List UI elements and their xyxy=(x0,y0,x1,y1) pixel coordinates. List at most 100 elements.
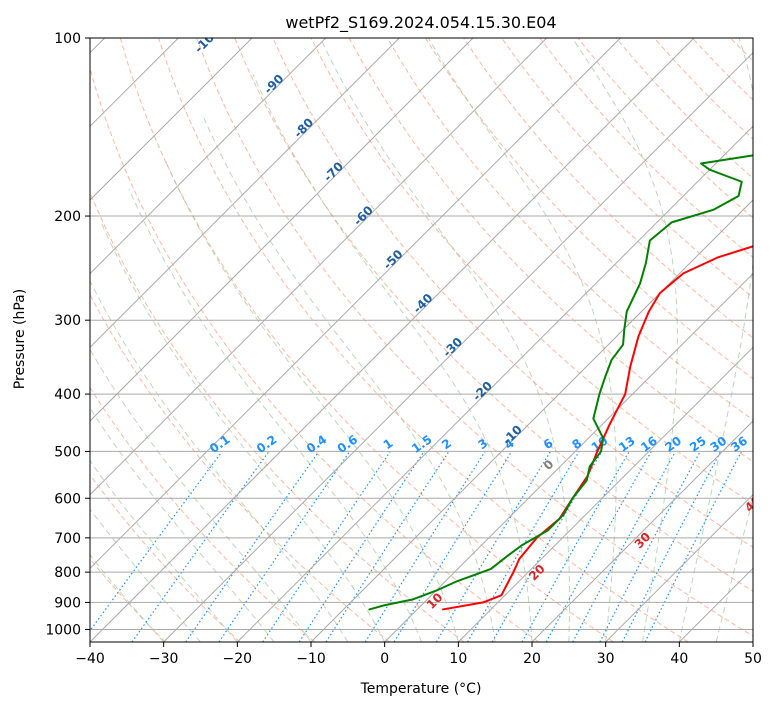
mixing-ratio-label: 0.6 xyxy=(335,432,360,456)
moist-adiabat xyxy=(128,188,422,642)
mixing-ratio-line xyxy=(90,451,223,632)
dry-adiabat xyxy=(769,38,775,642)
mixing-ratio-label: 1.5 xyxy=(409,432,434,456)
mixing-ratio-line xyxy=(621,451,722,642)
moist-adiabat xyxy=(319,38,571,642)
plot-frame xyxy=(89,37,754,643)
x-tick-label: 10 xyxy=(449,651,467,667)
dry-adiabat xyxy=(424,38,753,380)
isotherm-line xyxy=(90,38,474,422)
dry-adiabat xyxy=(386,38,753,421)
axis-ticks: −40 −30 −20 −10 0 10 20 30 40 5010020030040050060… xyxy=(45,31,762,667)
x-tick-label: 40 xyxy=(670,651,688,667)
dry-adiabat xyxy=(272,38,753,548)
mixing-ratio-line xyxy=(298,451,425,642)
isotherm-line xyxy=(236,125,753,642)
isotherm-line xyxy=(752,641,753,642)
x-tick-label: 0 xyxy=(380,651,389,667)
moist-adiabat xyxy=(571,38,678,642)
dry-adiabat xyxy=(90,473,241,642)
moist-adiabat xyxy=(90,554,165,642)
isotherm-line xyxy=(531,420,753,642)
mixing-ratio-line xyxy=(364,451,486,642)
isotherm-line xyxy=(310,199,753,642)
chart-title: wetPf2_S169.2024.054.15.30.E04 xyxy=(285,13,556,33)
dry-adiabat xyxy=(90,558,166,642)
moist-adiabat xyxy=(90,459,238,642)
mixing-ratio-line xyxy=(572,451,677,642)
dry-adiabat xyxy=(90,386,316,642)
isotherm-label: -40 xyxy=(410,291,435,316)
y-axis-title: Pressure (hPa) xyxy=(12,289,28,389)
mixing-ratio-line xyxy=(521,451,630,642)
isotherm-line xyxy=(678,567,753,642)
y-tick-label: 300 xyxy=(54,313,81,329)
y-tick-label: 700 xyxy=(54,531,81,547)
isotherm-label: -100 xyxy=(192,25,223,56)
mixing-ratio-line xyxy=(466,451,580,642)
y-tick-label: 900 xyxy=(54,595,81,611)
y-tick-label: 500 xyxy=(54,444,81,460)
moist-adiabat xyxy=(90,348,312,642)
isotherm-label: -80 xyxy=(291,115,316,140)
isotherm-label: -30 xyxy=(440,335,465,360)
moist-adiabat xyxy=(252,73,533,642)
dry-adiabat xyxy=(653,38,753,140)
moist-adiabat xyxy=(202,114,496,642)
isotherm-line xyxy=(90,38,548,496)
isotherm-label: -70 xyxy=(321,159,346,184)
mixing-ratio-line xyxy=(435,451,552,642)
isotherm-line xyxy=(605,493,753,642)
moist-adiabat xyxy=(90,407,275,642)
dry-adiabat xyxy=(119,38,614,642)
isotherm-line xyxy=(90,38,253,201)
moist-adiabat xyxy=(100,222,386,642)
isotherm-line xyxy=(90,38,400,349)
x-tick-label: 20 xyxy=(523,651,541,667)
mixing-ratio-line xyxy=(644,451,743,642)
dewpoint-profile-line xyxy=(368,154,753,611)
dry-adiabat-label: 30 xyxy=(632,530,654,552)
y-tick-label: 1000 xyxy=(45,622,81,638)
dry-adiabat xyxy=(310,38,753,505)
x-axis-title: Temperature (°C) xyxy=(360,681,482,697)
dry-adiabat xyxy=(234,38,753,592)
dry-adiabat xyxy=(158,38,689,642)
mixing-ratio-line xyxy=(185,451,320,642)
mixing-ratio-label: 1 xyxy=(381,436,396,452)
isotherm-line xyxy=(90,38,695,642)
mixing-ratio-line xyxy=(262,451,391,642)
mixing-ratio-line xyxy=(325,451,450,642)
zero-isotherm-label: 0 xyxy=(541,457,557,473)
moist-adiabat xyxy=(678,38,753,642)
mixing-ratio-line xyxy=(393,451,513,642)
x-tick-label: −10 xyxy=(296,651,326,667)
isotherm-line xyxy=(457,346,753,642)
dry-adiabat-label: 40 xyxy=(742,493,764,515)
isotherm-line xyxy=(384,272,753,642)
x-tick-label: −40 xyxy=(75,651,105,667)
temperature-profile-line xyxy=(442,245,753,611)
moist-adiabat xyxy=(90,508,201,642)
isotherm-line xyxy=(90,38,621,570)
dry-adiabat xyxy=(90,66,540,642)
mixing-ratio-label: 0.4 xyxy=(304,432,329,456)
moist-adiabat xyxy=(90,279,349,642)
x-tick-label: 50 xyxy=(744,651,762,667)
dry-adiabat xyxy=(463,38,753,339)
isotherm-label: -90 xyxy=(261,72,286,97)
mixing-ratio-label: 2 xyxy=(439,436,454,452)
x-tick-label: 30 xyxy=(597,651,615,667)
mixing-ratio-line xyxy=(218,451,351,642)
isotherm-line xyxy=(163,51,753,642)
mixing-ratio-line xyxy=(545,451,652,642)
moist-adiabat xyxy=(715,497,753,642)
y-tick-label: 400 xyxy=(54,387,81,403)
x-tick-label: −20 xyxy=(223,651,253,667)
y-tick-label: 200 xyxy=(54,209,81,225)
y-tick-label: 100 xyxy=(54,31,81,47)
mixing-ratio-label: 0.2 xyxy=(254,432,279,456)
dry-adiabat xyxy=(348,38,753,463)
moist-adiabat xyxy=(427,38,617,642)
